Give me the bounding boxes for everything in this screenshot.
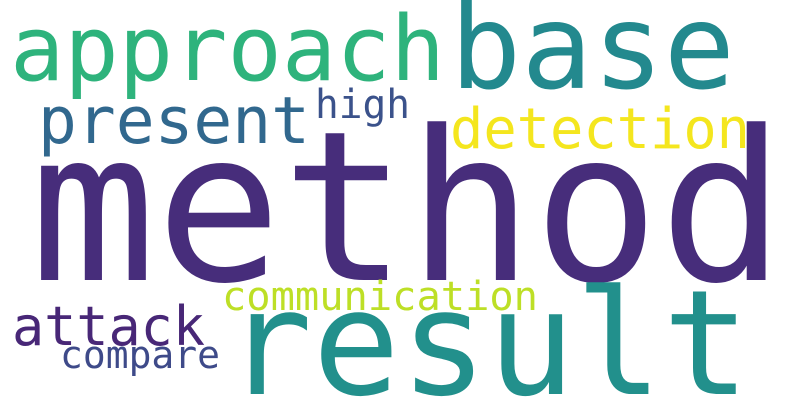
word: present	[38, 84, 310, 159]
word: attack	[12, 295, 205, 358]
word: detection	[450, 97, 750, 162]
word: base	[450, 0, 735, 116]
word: compare	[60, 333, 220, 377]
word: result	[225, 259, 750, 400]
word: communication	[222, 274, 538, 320]
word: high	[315, 82, 410, 128]
word: approach	[10, 0, 445, 102]
word: method	[30, 87, 785, 330]
